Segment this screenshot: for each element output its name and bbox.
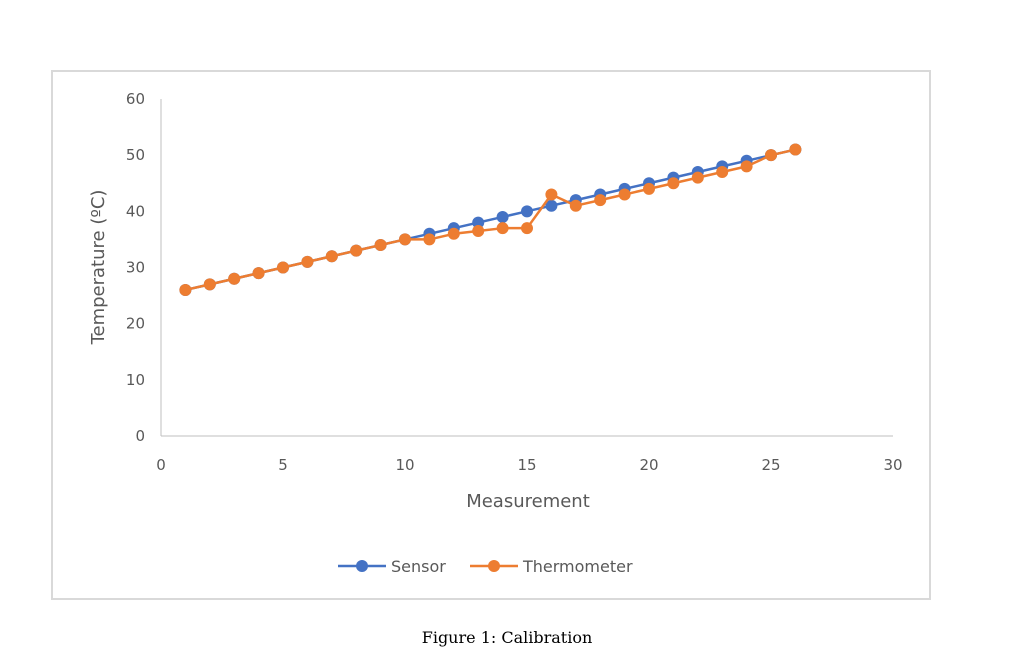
data-point: [594, 194, 607, 207]
legend-marker: [356, 560, 368, 572]
data-point: [472, 216, 485, 229]
data-point: [496, 222, 509, 235]
x-tick-label: 20: [639, 456, 658, 474]
data-point: [399, 233, 411, 246]
data-point: [325, 250, 338, 263]
data-point: [667, 177, 680, 190]
x-tick-label: 0: [156, 456, 166, 474]
data-point: [643, 182, 655, 195]
data-point: [496, 210, 509, 223]
data-point: [277, 261, 289, 274]
data-point: [789, 143, 802, 156]
y-tick-labels: 0 10 20 30 40 50 60: [126, 90, 145, 445]
y-tick-label: 50: [126, 146, 145, 164]
data-point: [228, 272, 241, 285]
y-tick-label: 0: [135, 427, 145, 445]
data-point: [521, 222, 533, 235]
data-point: [374, 239, 387, 252]
data-point: [521, 205, 533, 218]
data-point: [740, 160, 753, 173]
legend-item-sensor: Sensor: [338, 557, 446, 576]
chart-frame: [51, 70, 931, 600]
data-point: [545, 199, 558, 212]
data-point: [691, 171, 704, 184]
x-tick-label: 5: [278, 456, 288, 474]
data-point: [350, 244, 363, 257]
x-axis-title: Measurement: [466, 491, 590, 512]
data-point: [447, 227, 460, 240]
data-point: [301, 255, 314, 268]
legend-marker: [488, 560, 500, 572]
y-tick-label: 20: [126, 315, 145, 333]
data-point: [765, 149, 777, 162]
data-point: [472, 224, 485, 237]
x-tick-label: 25: [761, 456, 780, 474]
series-thermometer: [179, 143, 802, 296]
x-tick-label: 15: [517, 456, 536, 474]
legend-label: Thermometer: [522, 557, 633, 576]
data-point: [252, 267, 265, 280]
data-point: [203, 278, 216, 291]
legend-label: Sensor: [391, 557, 446, 576]
data-point: [545, 188, 558, 201]
y-tick-label: 40: [126, 202, 145, 220]
legend-item-thermometer: Thermometer: [470, 557, 633, 576]
x-tick-label: 10: [395, 456, 414, 474]
series-layer: [179, 143, 802, 296]
data-point: [423, 233, 436, 246]
series-sensor: [179, 143, 802, 296]
figure-caption: Figure 1: Calibration: [421, 628, 593, 647]
legend: Sensor Thermometer: [338, 557, 633, 576]
y-tick-label: 30: [126, 259, 145, 277]
x-tick-label: 30: [883, 456, 902, 474]
y-tick-label: 10: [126, 371, 145, 389]
x-tick-labels: 0 5 10 15 20 25 30: [156, 456, 902, 474]
data-point: [716, 166, 729, 179]
y-axis-title: Temperature (ºC): [88, 190, 109, 346]
y-tick-label: 60: [126, 90, 145, 108]
axes: [160, 99, 893, 437]
data-point: [179, 283, 192, 296]
data-point: [569, 199, 582, 212]
data-point: [618, 188, 631, 201]
